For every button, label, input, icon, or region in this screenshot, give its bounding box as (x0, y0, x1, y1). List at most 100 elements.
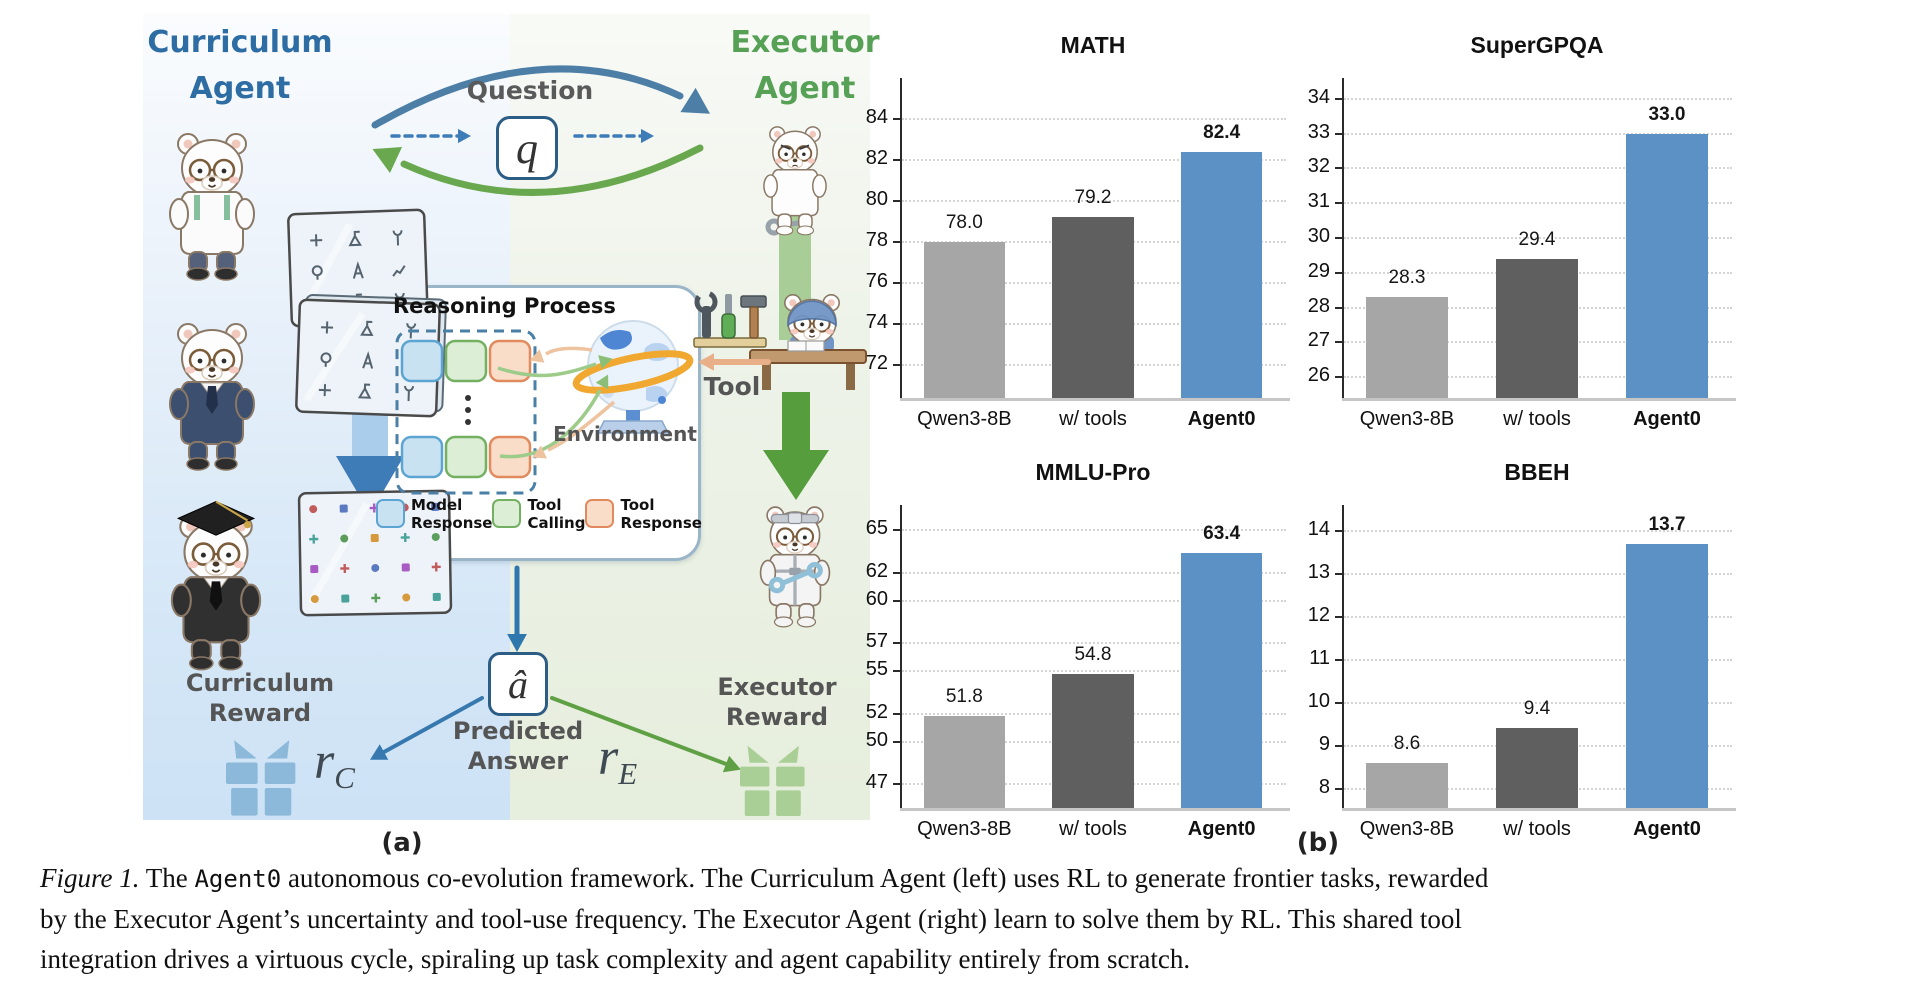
question-symbol-box: q (496, 116, 558, 180)
question-label: Question (466, 76, 594, 105)
curriculum-gift-icon (226, 740, 296, 816)
curriculum-bear-novice (169, 133, 255, 281)
bar-value-label: 28.3 (1388, 267, 1426, 289)
figure-caption: Figure 1. The Agent0 autonomous co-evolu… (40, 858, 1890, 979)
y-tick-mark (1335, 132, 1342, 135)
x-axis-spine (1342, 808, 1736, 811)
environment-label: Environment (553, 422, 697, 446)
y-axis-spine (900, 505, 902, 808)
environment-globe-icon (572, 320, 694, 434)
legend-item-tool-response: Tool Response (585, 496, 702, 532)
y-tick-mark (1335, 529, 1342, 532)
y-tick-mark (893, 712, 900, 715)
whiteboard-2 (295, 294, 447, 418)
curriculum-agent-label-line2: Agent (189, 71, 291, 106)
y-tick-mark (1335, 658, 1342, 661)
y-tick-mark (893, 783, 900, 786)
predicted-answer-symbol-box: â (488, 652, 548, 716)
x-category-label: Agent0 (1633, 818, 1701, 840)
bar-value-label: 78.0 (945, 212, 983, 234)
executor-bear-astronaut (759, 506, 831, 628)
panel-b-label: (b) (1296, 828, 1340, 858)
bar-value-label: 51.8 (945, 686, 983, 708)
arrowhead (372, 147, 403, 173)
y-tick-label: 28 (1307, 294, 1330, 317)
gridline (902, 200, 1286, 203)
y-tick-label: 26 (1307, 364, 1330, 387)
gridline (1344, 202, 1732, 205)
x-category-label: Agent0 (1187, 818, 1256, 840)
x-category-label: Qwen3-8B (917, 408, 1012, 430)
legend-item-model-response: Model Response (376, 496, 492, 532)
executor-reward-label: Executor Reward (717, 673, 837, 731)
desk (749, 340, 867, 390)
caption-line-2: by the Executor Agent’s uncertainty and … (40, 904, 1462, 934)
legend-label: Tool Calling (527, 496, 586, 532)
gridline (1344, 615, 1732, 618)
y-tick-label: 13 (1307, 560, 1330, 583)
reasoning-legend: Model Response Tool Calling Tool Response (376, 496, 702, 532)
reasoning-trace-dashed-box (395, 329, 537, 495)
gridline (902, 599, 1286, 602)
y-tick-label: 30 (1307, 225, 1330, 247)
question-arc (371, 65, 684, 129)
y-tick-label: 33 (1307, 120, 1330, 143)
bar-value-label: 82.4 (1203, 121, 1241, 143)
executor-gift-icon (740, 745, 805, 816)
y-tick-mark (893, 670, 900, 673)
trace-step-model-response (400, 435, 444, 479)
curriculum-agent-label-line1: Curriculum (147, 25, 333, 60)
y-tick-mark (1335, 572, 1342, 575)
gridline (1344, 658, 1732, 661)
gridline (902, 571, 1286, 574)
arrowhead (532, 445, 548, 459)
bar-SuperGPQA-w/ tools (1496, 258, 1578, 398)
arrowhead (598, 355, 613, 369)
legend-label: Model Response (411, 496, 493, 532)
y-tick-label: 78 (865, 229, 888, 252)
y-tick-mark (1335, 744, 1342, 747)
bar-MMLU-Pro-w/ tools (1052, 674, 1134, 808)
ellipsis-dots (465, 395, 471, 425)
arrow-line (550, 696, 728, 766)
y-tick-mark (893, 571, 900, 574)
chart-title-BBEH: BBEH (1504, 459, 1570, 485)
tool-response-arrow-1 (545, 346, 593, 356)
y-tick-label: 80 (865, 188, 888, 211)
y-tick-label: 12 (1307, 603, 1330, 626)
question-symbol: q (516, 123, 538, 173)
gridline (1344, 237, 1732, 239)
y-tick-mark (893, 364, 900, 367)
y-tick-mark (1335, 237, 1342, 239)
bar-value-label: 9.4 (1523, 698, 1551, 720)
y-tick-label: 52 (865, 700, 888, 723)
caption-line-1: Figure 1. The Agent0 autonomous co-evolu… (40, 863, 1489, 893)
y-tick-label: 65 (865, 517, 888, 540)
bar-MATH-Qwen3-8B (923, 242, 1005, 398)
y-tick-mark (1335, 376, 1342, 379)
wrench-icon (768, 562, 823, 594)
y-tick-mark (893, 599, 900, 602)
bar-SuperGPQA-Qwen3-8B (1366, 297, 1448, 398)
bar-MATH-Agent0 (1181, 151, 1263, 398)
predicted-answer-label: Predicted Answer (452, 717, 584, 775)
bar-value-label: 13.7 (1648, 513, 1686, 535)
arrowhead (369, 744, 389, 760)
chart-title-SuperGPQA: SuperGPQA (1470, 32, 1604, 58)
y-tick-mark (893, 241, 900, 244)
reasoning-process-title: Reasoning Process (393, 294, 616, 318)
bar-value-label: 29.4 (1518, 228, 1556, 250)
tool-calling-arrow-1 (497, 362, 597, 378)
y-tick-mark (893, 159, 900, 162)
gridline (902, 159, 1286, 162)
arrowhead (595, 374, 609, 390)
y-tick-label: 72 (865, 352, 888, 375)
y-tick-label: 82 (865, 147, 888, 170)
bar-MMLU-Pro-Qwen3-8B (923, 716, 1005, 808)
y-tick-mark (893, 200, 900, 203)
arrowhead (680, 87, 711, 114)
tool-calling-swatch (492, 499, 522, 528)
legend-item-tool-calling: Tool Calling (492, 496, 585, 532)
executor-agent-label-line1: Executor (730, 25, 880, 60)
